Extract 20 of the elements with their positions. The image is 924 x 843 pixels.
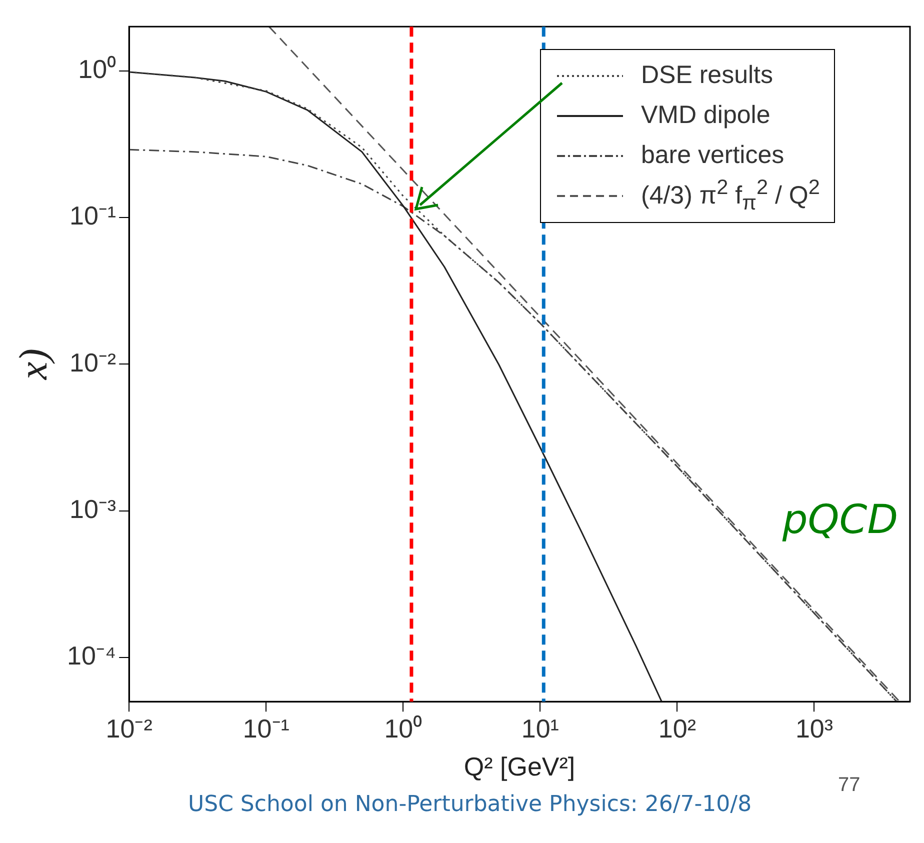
text: 77 [838,774,860,797]
annotation: pQCD [781,497,898,544]
legend-label: (4/3) π$^{2}$ f$_{π}$$^{2}$ / Q$^{2}$ [641,176,820,216]
x-axis-title: Q² [GeV²] [464,752,576,782]
x-tick-label: 10⁻¹ [242,713,290,744]
text: USC School on Non-Perturbative Physics: 26/7-10/8 [188,792,752,817]
y-axis-title: x) [10,348,56,381]
x-tick-label: 10¹ [521,713,560,744]
x-tick-label: 10⁰ [384,713,422,744]
y-tick-label: 10⁻³ [70,494,116,524]
y-tick-label: 10⁻² [70,347,116,378]
y-tick-label: 10⁻¹ [70,200,116,231]
legend-label: DSE results [641,61,773,90]
legend-label: VMD dipole [641,101,770,130]
y-tick-label: 10⁰ [78,54,116,84]
y-tick-label: 10⁻⁴ [67,640,116,671]
x-tick-label: 10⁻² [106,713,153,744]
x-tick-label: 10² [658,713,696,744]
legend-label: bare vertices [641,141,784,170]
x-tick-label: 10³ [795,713,834,744]
